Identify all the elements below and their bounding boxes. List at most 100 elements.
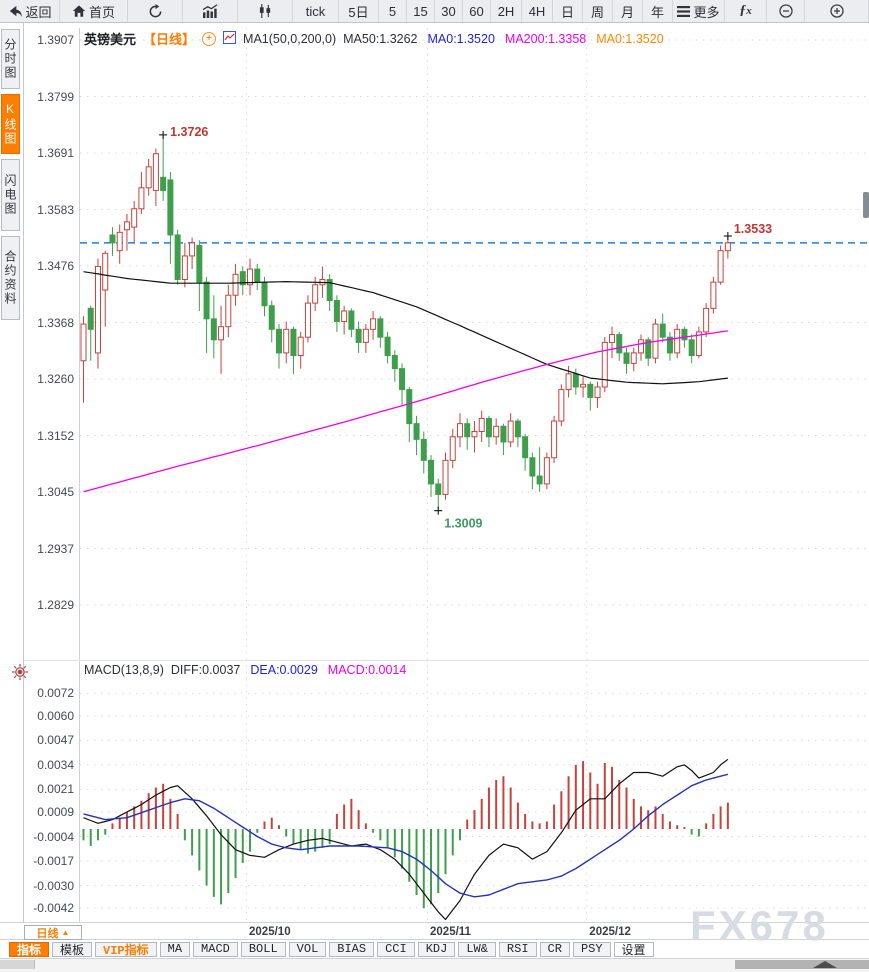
toolbar-label: 月 (620, 4, 634, 20)
toolbar-label: 5 (388, 3, 397, 19)
indicator-tab-RSI[interactable]: RSI (498, 941, 537, 957)
price-tick: 1.3583 (37, 202, 74, 217)
toolbar-item-candle-chart-icon[interactable] (238, 0, 293, 22)
toolbar-label: 5日 (348, 4, 369, 20)
indicator-tab-PSY[interactable]: PSY (572, 941, 611, 957)
chevron-up-icon: ▲ (61, 928, 70, 937)
indicator-tab-VOL[interactable]: VOL (288, 941, 327, 957)
toolbar-item-min15[interactable]: 15 (407, 0, 435, 22)
indicator-tab-BOLL[interactable]: BOLL (240, 941, 286, 957)
x-tick: 2025/10 (249, 926, 291, 938)
toolbar-label: 周 (590, 4, 604, 20)
macd-tick: 0.0047 (37, 733, 74, 748)
x-tick: 2025/12 (589, 926, 631, 938)
indicator-tab-指标[interactable]: 指标 (9, 941, 50, 957)
macd-tick: -0.0004 (33, 829, 74, 844)
macd-tick: -0.0030 (33, 878, 74, 893)
toolbar-item-more[interactable]: 更多 (673, 0, 725, 22)
indicator-tab-BIAS[interactable]: BIAS (329, 941, 375, 957)
toolbar-label: 更多 (693, 4, 720, 20)
toolbar-label: 15 (413, 3, 428, 19)
toolbar-item-line-chart-icon[interactable] (183, 0, 238, 22)
macd-tick: 0.0072 (37, 686, 74, 701)
indicator-tab-CR[interactable]: CR (539, 941, 570, 957)
sidebar-tab-3[interactable]: 合约资料 (1, 236, 20, 320)
indicator-tab-VIP指标[interactable]: VIP指标 (95, 941, 157, 958)
indicator-tab-CCI[interactable]: CCI (377, 941, 415, 957)
macd-panel[interactable] (23, 678, 869, 922)
toolbar-item-day[interactable]: 日 (553, 0, 583, 22)
toolbar-item-zoom-in-icon[interactable] (805, 0, 869, 22)
toolbar-label: 60 (469, 3, 484, 19)
candlestick-chart[interactable] (23, 28, 869, 660)
toolbar-item-min60[interactable]: 60 (463, 0, 491, 22)
vertical-scrollbar-thumb[interactable] (863, 192, 869, 218)
price-tick: 1.3152 (37, 428, 74, 443)
period-dropdown[interactable]: 日线 ▲ (24, 925, 82, 940)
macd-tick: 0.0009 (37, 805, 74, 820)
toolbar-item-min5[interactable]: 5 (379, 0, 407, 22)
toolbar-label: 首页 (88, 4, 115, 20)
price-tick: 1.3368 (37, 315, 74, 330)
macd-tick: 0.0034 (37, 757, 74, 772)
toolbar: 返回 首页 tick 5日 5 15 30 60 2H 4H 日周月年 更多 ƒx (0, 0, 869, 23)
indicator-tab-MACD[interactable]: MACD (193, 941, 238, 957)
indicator-tab-bar: 指标 模板 VIP指标 MA MACD BOLL VOL BIAS CCI KDJ LW& RSI CR… (0, 940, 869, 958)
x-tick: 2025/11 (430, 926, 471, 938)
price-tick: 1.3260 (37, 372, 74, 386)
indicator-tab-KDJ[interactable]: KDJ (417, 941, 456, 957)
horizontal-scrollbar[interactable] (0, 958, 869, 972)
ma-values: MA50:1.3262 MA0:1.3520 MA200:1.3358 MA0:1.3… (343, 32, 664, 46)
toolbar-item-home[interactable]: 首页 (60, 0, 128, 22)
toolbar-label: 日 (560, 4, 574, 20)
price-tick: 1.2829 (37, 598, 74, 612)
indicator-tab-模板[interactable]: 模板 (52, 941, 93, 958)
add-indicator-icon[interactable]: + (202, 31, 217, 46)
sidebar-tab-1[interactable]: K线图 (1, 94, 20, 154)
chart-header: 英镑美元 【日线】 + MA1(50,0,200,0) MA50:1.3262 M… (84, 29, 664, 48)
ma-value-3: MA0:1.3520 (596, 31, 664, 46)
macd-tick: -0.0017 (33, 854, 74, 869)
ma-value-1: MA0:1.3520 (427, 31, 495, 46)
price-tick: 1.3045 (37, 485, 74, 499)
collapse-panel-arrow-icon[interactable] (813, 961, 837, 968)
toolbar-item-h4[interactable]: 4H (522, 0, 553, 22)
ma-value-0: MA50:1.3262 (343, 31, 418, 46)
toolbar-item-refresh-icon[interactable] (128, 0, 183, 22)
macd-tick: 0.0021 (37, 782, 74, 797)
toolbar-item-5d[interactable]: 5日 (339, 0, 379, 22)
macd-param: MACD(13,8,9) (84, 663, 164, 677)
ma-param: MA1(50,0,200,0) (243, 31, 337, 46)
toolbar-item-month[interactable]: 月 (613, 0, 643, 22)
toolbar-label: tick (305, 3, 326, 19)
ma-value-2: MA200:1.3358 (504, 31, 587, 46)
toolbar-item-h2[interactable]: 2H (491, 0, 522, 22)
scrollbar-thumb[interactable] (735, 960, 869, 969)
macd-value-1: DEA:0.0029 (250, 663, 318, 677)
sidebar: 分时图 K线图闪电图合约资料 (0, 22, 24, 922)
indicator-tab-MA[interactable]: MA (159, 941, 191, 957)
indicator-tab-LW&[interactable]: LW& (458, 941, 496, 957)
toolbar-item-fx-icon[interactable]: ƒx (725, 0, 767, 22)
alert-sun-icon[interactable] (10, 662, 30, 682)
price-tick: 1.3691 (37, 146, 74, 160)
toolbar-label: 年 (650, 4, 664, 20)
toolbar-item-week[interactable]: 周 (583, 0, 613, 22)
sidebar-tab-0[interactable]: 分时图 (1, 29, 20, 89)
price-tick: 1.3907 (37, 33, 74, 47)
sidebar-tab-2[interactable]: 闪电图 (1, 159, 20, 231)
indicator-tab-设置[interactable]: 设置 (613, 941, 654, 958)
toolbar-item-tick[interactable]: tick (293, 0, 339, 22)
toolbar-item-min30[interactable]: 30 (435, 0, 463, 22)
toolbar-item-year[interactable]: 年 (643, 0, 673, 22)
period-label: 日线 (36, 927, 59, 940)
toolbar-item-back[interactable]: 返回 (0, 0, 60, 22)
price-tick: 1.2937 (37, 541, 74, 556)
toolbar-label: 4H (528, 3, 546, 19)
mini-chart-icon (223, 30, 237, 47)
period-tag: 【日线】 (143, 32, 196, 47)
scrollbar-left-button[interactable] (0, 960, 35, 969)
macd-value-0: DIFF:0.0037 (170, 663, 241, 677)
toolbar-item-zoom-out-icon[interactable] (767, 0, 805, 22)
toolbar-label: 返回 (25, 4, 52, 20)
